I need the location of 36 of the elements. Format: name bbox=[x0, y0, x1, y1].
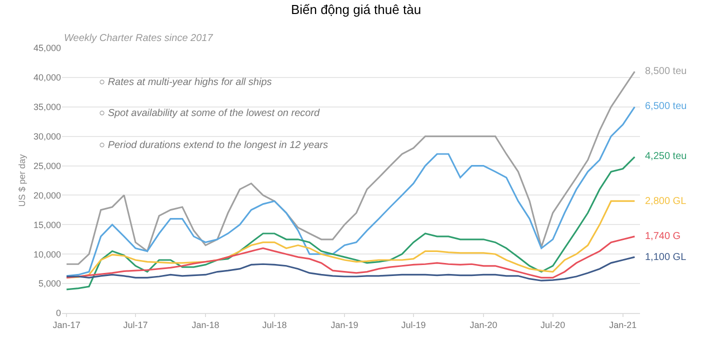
series-label: 2,800 GL bbox=[645, 196, 687, 207]
chart-subtitle: Weekly Charter Rates since 2017 bbox=[64, 33, 214, 44]
y-tick-label: 45,000 bbox=[33, 43, 61, 54]
chart-title: Biến động giá thuê tàu bbox=[290, 2, 422, 18]
x-tick-label: Jan-21 bbox=[609, 320, 637, 330]
annotation: ○ Rates at multi-year highs for all ships bbox=[99, 77, 272, 88]
y-tick-label: 40,000 bbox=[33, 72, 61, 83]
y-tick-label: 0 bbox=[56, 308, 61, 318]
line-series bbox=[66, 106, 636, 277]
x-tick-label: Jan-19 bbox=[330, 320, 358, 330]
x-tick-label: Jul-20 bbox=[540, 320, 566, 330]
x-tick-label: Jan-17 bbox=[52, 320, 80, 330]
annotation: ○ Period durations extend to the longest in 12 years bbox=[99, 140, 328, 151]
series-label: 1,740 G bbox=[645, 231, 681, 242]
series-label: 6,500 teu bbox=[645, 101, 687, 112]
y-tick-label: 35,000 bbox=[33, 102, 61, 112]
y-tick-label: 30,000 bbox=[33, 131, 61, 142]
y-tick-label: 5,000 bbox=[38, 278, 61, 289]
line-series bbox=[66, 156, 636, 290]
series-label: 4,250 teu bbox=[645, 151, 687, 162]
x-tick-label: Jan-20 bbox=[470, 320, 498, 330]
line-series bbox=[66, 70, 636, 265]
line-series bbox=[66, 236, 636, 278]
y-tick-label: 10,000 bbox=[33, 249, 61, 260]
series-label: 1,100 GL bbox=[645, 252, 687, 263]
series-label: 8,500 teu bbox=[645, 66, 687, 77]
y-tick-label: 20,000 bbox=[33, 190, 61, 200]
x-tick-label: Jul-17 bbox=[123, 320, 148, 330]
x-tick-label: Jul-19 bbox=[401, 320, 426, 330]
line-series bbox=[66, 256, 636, 282]
y-tick-label: 15,000 bbox=[33, 220, 61, 230]
x-tick-label: Jul-18 bbox=[262, 320, 287, 330]
y-tick-label: 25,000 bbox=[33, 160, 61, 171]
annotation: ○ Spot availability at some of the lowest on record bbox=[99, 108, 320, 119]
x-tick-label: Jan-18 bbox=[192, 320, 220, 330]
y-axis-title: US $ per day bbox=[16, 154, 27, 207]
